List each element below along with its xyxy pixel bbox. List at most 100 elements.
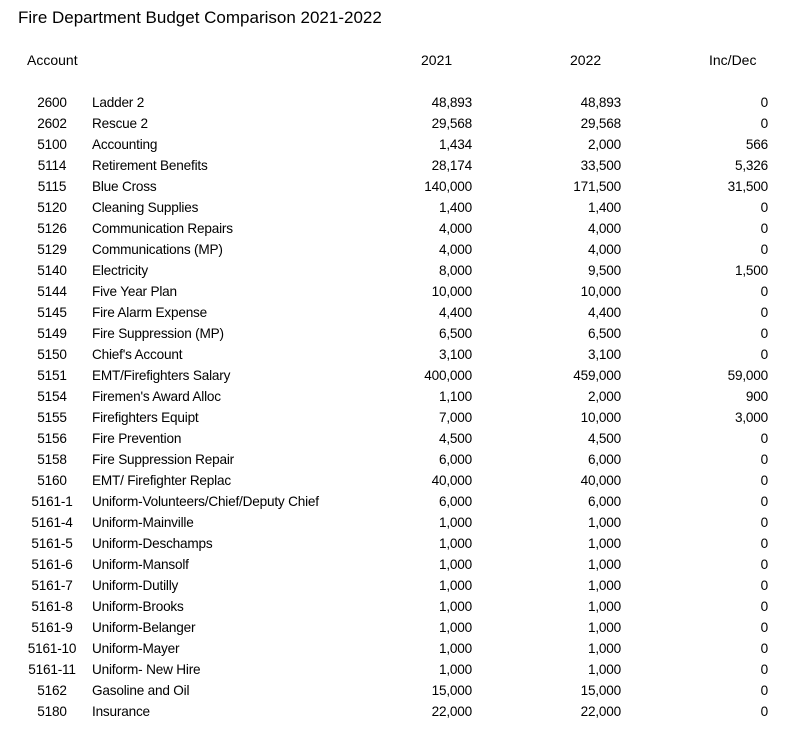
- table-row: 5144 Five Year Plan 10,000 10,000 0: [0, 282, 800, 303]
- inc-dec-value: 566: [745, 137, 768, 152]
- account-name: Uniform-Belanger: [92, 620, 196, 635]
- account-name: Firefighters Equipt: [92, 410, 199, 425]
- account-code: 5129: [37, 242, 67, 257]
- table-row: 5151 EMT/Firefighters Salary 400,000 459,00…: [0, 366, 800, 387]
- account-name: Communication Repairs: [92, 221, 233, 236]
- table-row: 5161-11 Uniform- New Hire 1,000 1,000 0: [0, 660, 800, 681]
- account-code: 5151: [37, 368, 67, 383]
- inc-dec-value: 0: [760, 431, 769, 446]
- inc-dec-value: 0: [760, 305, 769, 320]
- inc-dec-value: 0: [760, 452, 769, 467]
- account-code: 5149: [37, 326, 67, 341]
- value-2022: 4,500: [587, 431, 621, 446]
- account-name: Insurance: [92, 704, 150, 719]
- value-2022: 22,000: [580, 704, 622, 719]
- value-2022: 1,400: [587, 200, 621, 215]
- inc-dec-value: 1,500: [734, 263, 768, 278]
- value-2021: 1,434: [438, 137, 472, 152]
- account-code: 5161-4: [31, 515, 73, 530]
- table-row: 5162 Gasoline and Oil 15,000 15,000 0: [0, 681, 800, 702]
- value-2022: 1,000: [587, 536, 621, 551]
- value-2021: 1,000: [438, 599, 472, 614]
- value-2021: 48,893: [431, 95, 473, 110]
- inc-dec-value: 59,000: [727, 368, 769, 383]
- account-name: Fire Suppression Repair: [92, 452, 234, 467]
- value-2022: 29,568: [580, 116, 622, 131]
- inc-dec-value: 0: [760, 557, 769, 572]
- account-code: 5161-8: [31, 599, 73, 614]
- value-2022: 2,000: [587, 137, 621, 152]
- value-2022: 10,000: [580, 410, 622, 425]
- account-code: 5100: [37, 137, 67, 152]
- value-2021: 28,174: [431, 158, 473, 173]
- inc-dec-value: 0: [760, 578, 769, 593]
- table-row: 5160 EMT/ Firefighter Replac 40,000 40,000 0: [0, 471, 800, 492]
- value-2022: 1,000: [587, 578, 621, 593]
- inc-dec-value: 0: [760, 473, 769, 488]
- account-code: 5161-7: [31, 578, 73, 593]
- inc-dec-value: 0: [760, 620, 769, 635]
- table-row: 5158 Fire Suppression Repair 6,000 6,000 0: [0, 450, 800, 471]
- account-name: Fire Alarm Expense: [92, 305, 208, 320]
- account-code: 5154: [37, 389, 67, 404]
- inc-dec-value: 0: [760, 641, 769, 656]
- value-2022: 1,000: [587, 641, 621, 656]
- value-2021: 7,000: [438, 410, 472, 425]
- table-row: 5100 Accounting 1,434 2,000 566: [0, 135, 800, 156]
- table-row: 5180 Insurance 22,000 22,000 0: [0, 702, 800, 723]
- account-name: Electricity: [92, 263, 148, 278]
- account-name: Uniform-Brooks: [92, 599, 184, 614]
- value-2021: 1,000: [438, 620, 472, 635]
- account-code: 5120: [37, 200, 67, 215]
- inc-dec-value: 0: [760, 242, 769, 257]
- account-code: 5161-5: [31, 536, 73, 551]
- value-2021: 4,400: [438, 305, 472, 320]
- account-name: Retirement Benefits: [92, 158, 208, 173]
- value-2022: 171,500: [573, 179, 621, 194]
- value-2022: 6,000: [587, 452, 621, 467]
- table-row: 5161-7 Uniform-Dutilly 1,000 1,000 0: [0, 576, 800, 597]
- value-2022: 1,000: [587, 662, 621, 677]
- inc-dec-value: 0: [760, 494, 769, 509]
- account-code: 5158: [37, 452, 67, 467]
- inc-dec-value: 0: [760, 95, 769, 110]
- value-2021: 4,500: [438, 431, 472, 446]
- value-2022: 40,000: [580, 473, 622, 488]
- account-name: Uniform-Volunteers/Chief/Deputy Chief: [92, 494, 319, 509]
- value-2021: 1,000: [438, 536, 472, 551]
- value-2021: 1,000: [438, 578, 472, 593]
- value-2021: 8,000: [438, 263, 472, 278]
- inc-dec-value: 900: [745, 389, 768, 404]
- table-row: 5161-1 Uniform-Volunteers/Chief/Deputy Ch…: [0, 492, 800, 513]
- table-row: 5161-5 Uniform-Deschamps 1,000 1,000 0: [0, 534, 800, 555]
- value-2021: 1,000: [438, 641, 472, 656]
- account-name: Communications (MP): [92, 242, 223, 257]
- table-row: 5150 Chief's Account 3,100 3,100 0: [0, 345, 800, 366]
- account-name: Uniform-Mayer: [92, 641, 180, 656]
- table-row: 5154 Firemen's Award Alloc 1,100 2,000 900: [0, 387, 800, 408]
- value-2021: 1,100: [438, 389, 472, 404]
- account-code: 5161-11: [28, 662, 76, 677]
- value-2021: 4,000: [438, 242, 472, 257]
- value-2021: 40,000: [431, 473, 473, 488]
- value-2021: 10,000: [431, 284, 473, 299]
- account-code: 5150: [37, 347, 67, 362]
- account-code: 5161-9: [31, 620, 73, 635]
- account-code: 5145: [37, 305, 67, 320]
- account-name: Fire Suppression (MP): [92, 326, 224, 341]
- account-name: Gasoline and Oil: [92, 683, 190, 698]
- account-code: 5126: [37, 221, 67, 236]
- value-2022: 6,000: [587, 494, 621, 509]
- account-name: Firemen's Award Alloc: [92, 389, 221, 404]
- value-2021: 6,500: [438, 326, 472, 341]
- value-2021: 1,000: [438, 557, 472, 572]
- table-row: 5161-8 Uniform-Brooks 1,000 1,000 0: [0, 597, 800, 618]
- value-2021: 29,568: [431, 116, 473, 131]
- value-2022: 459,000: [573, 368, 621, 383]
- table-row: 5115 Blue Cross 140,000 171,500 31,500: [0, 177, 800, 198]
- value-2022: 1,000: [587, 557, 621, 572]
- value-2022: 10,000: [580, 284, 622, 299]
- account-code: 5115: [37, 179, 67, 194]
- inc-dec-value: 0: [760, 536, 769, 551]
- account-name: Uniform-Dutilly: [92, 578, 179, 593]
